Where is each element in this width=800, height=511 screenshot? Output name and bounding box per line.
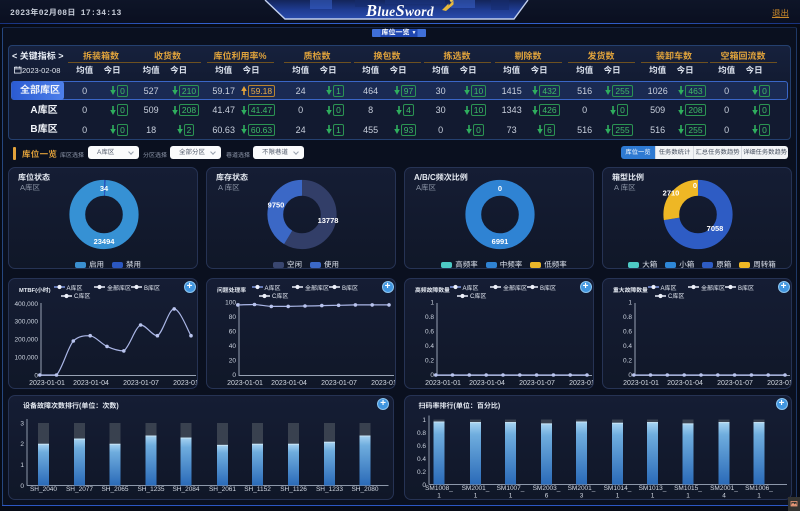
svg-text:2023-01-04: 2023-01-04 [73, 380, 109, 387]
svg-text:0: 0 [430, 372, 434, 379]
svg-text:23494: 23494 [94, 237, 116, 246]
svg-text:400,000: 400,000 [15, 300, 39, 307]
svg-text:SH_2065: SH_2065 [101, 486, 128, 493]
svg-text:60: 60 [229, 328, 237, 335]
svg-text:0.2: 0.2 [416, 468, 425, 475]
svg-text:0: 0 [20, 482, 24, 489]
svg-text:0: 0 [693, 181, 697, 190]
svg-text:2023-01-10: 2023-01-10 [767, 380, 792, 387]
svg-text:SH_1233: SH_1233 [316, 486, 343, 493]
svg-text:40: 40 [229, 343, 237, 350]
svg-text:6: 6 [544, 492, 548, 499]
svg-text:SM1007_: SM1007_ [496, 485, 524, 492]
svg-text:34: 34 [100, 184, 109, 193]
svg-text:0.6: 0.6 [623, 328, 632, 335]
svg-text:SH_1235: SH_1235 [137, 486, 164, 493]
svg-text:SH_1152: SH_1152 [244, 486, 271, 493]
svg-text:2023-01-01: 2023-01-01 [623, 380, 659, 387]
svg-text:0.2: 0.2 [425, 357, 434, 364]
svg-text:2023-01-01: 2023-01-01 [227, 380, 263, 387]
svg-text:SH_2080: SH_2080 [351, 486, 378, 493]
svg-text:2710: 2710 [663, 189, 680, 198]
svg-text:SH_2084: SH_2084 [172, 486, 199, 493]
svg-text:100: 100 [225, 299, 236, 306]
svg-text:1: 1 [628, 299, 632, 306]
svg-text:2023-01-04: 2023-01-04 [667, 380, 703, 387]
svg-text:0.4: 0.4 [416, 455, 425, 462]
svg-text:0: 0 [498, 184, 502, 193]
svg-text:4: 4 [722, 492, 726, 499]
svg-text:2023-01-10: 2023-01-10 [371, 380, 396, 387]
svg-text:0: 0 [34, 372, 38, 379]
svg-text:0: 0 [628, 372, 632, 379]
svg-text:0.8: 0.8 [416, 429, 425, 436]
svg-text:SH_1126: SH_1126 [280, 486, 307, 493]
svg-text:3: 3 [20, 420, 24, 427]
svg-text:2023-01-07: 2023-01-07 [321, 380, 357, 387]
svg-text:13778: 13778 [318, 216, 339, 225]
svg-text:SM1015_: SM1015_ [674, 485, 702, 492]
svg-text:1: 1 [508, 492, 512, 499]
svg-text:1: 1 [686, 492, 690, 499]
svg-text:0.4: 0.4 [425, 343, 434, 350]
svg-text:0: 0 [422, 481, 426, 488]
svg-text:0.8: 0.8 [623, 313, 632, 320]
svg-text:1: 1 [473, 492, 477, 499]
svg-text:SM2001_: SM2001_ [710, 485, 738, 492]
svg-text:2023-01-07: 2023-01-07 [519, 380, 555, 387]
svg-text:2023-01-10: 2023-01-10 [569, 380, 594, 387]
svg-text:2023-01-01: 2023-01-01 [425, 380, 461, 387]
svg-text:SH_2040: SH_2040 [30, 486, 57, 493]
svg-text:0.2: 0.2 [623, 357, 632, 364]
svg-text:SM2001_: SM2001_ [461, 485, 489, 492]
svg-text:7058: 7058 [707, 224, 724, 233]
svg-text:SH_2077: SH_2077 [66, 486, 93, 493]
svg-text:2023-01-04: 2023-01-04 [469, 380, 505, 387]
svg-text:0.4: 0.4 [623, 343, 632, 350]
svg-text:6991: 6991 [492, 237, 509, 246]
svg-text:200,000: 200,000 [15, 336, 39, 343]
svg-text:3: 3 [579, 492, 583, 499]
svg-text:SM2003_: SM2003_ [532, 485, 560, 492]
svg-text:SM1014_: SM1014_ [603, 485, 631, 492]
svg-text:80: 80 [229, 313, 237, 320]
svg-text:SM1006_: SM1006_ [745, 485, 773, 492]
svg-text:100,000: 100,000 [15, 354, 39, 361]
svg-text:0.6: 0.6 [416, 442, 425, 449]
svg-text:1: 1 [615, 492, 619, 499]
svg-text:9750: 9750 [268, 201, 285, 210]
svg-text:2: 2 [20, 441, 24, 448]
svg-text:1: 1 [422, 416, 426, 423]
svg-text:0.6: 0.6 [425, 328, 434, 335]
svg-text:2023-01-07: 2023-01-07 [717, 380, 753, 387]
svg-text:1: 1 [757, 492, 761, 499]
svg-text:0.8: 0.8 [425, 313, 434, 320]
svg-text:SM2001_: SM2001_ [567, 485, 595, 492]
svg-text:2023-01-10: 2023-01-10 [173, 380, 198, 387]
svg-text:1: 1 [650, 492, 654, 499]
svg-text:SM1008_: SM1008_ [425, 485, 453, 492]
svg-text:SM1013_: SM1013_ [638, 485, 666, 492]
svg-text:300,000: 300,000 [15, 318, 39, 325]
svg-text:2023-01-07: 2023-01-07 [123, 380, 159, 387]
svg-text:1: 1 [437, 492, 441, 499]
svg-text:SH_2061: SH_2061 [209, 486, 236, 493]
svg-text:1: 1 [430, 299, 434, 306]
svg-text:0: 0 [232, 372, 236, 379]
svg-text:2023-01-01: 2023-01-01 [29, 380, 65, 387]
svg-text:20: 20 [229, 357, 237, 364]
svg-text:1: 1 [20, 462, 24, 469]
svg-text:2023-01-04: 2023-01-04 [271, 380, 307, 387]
